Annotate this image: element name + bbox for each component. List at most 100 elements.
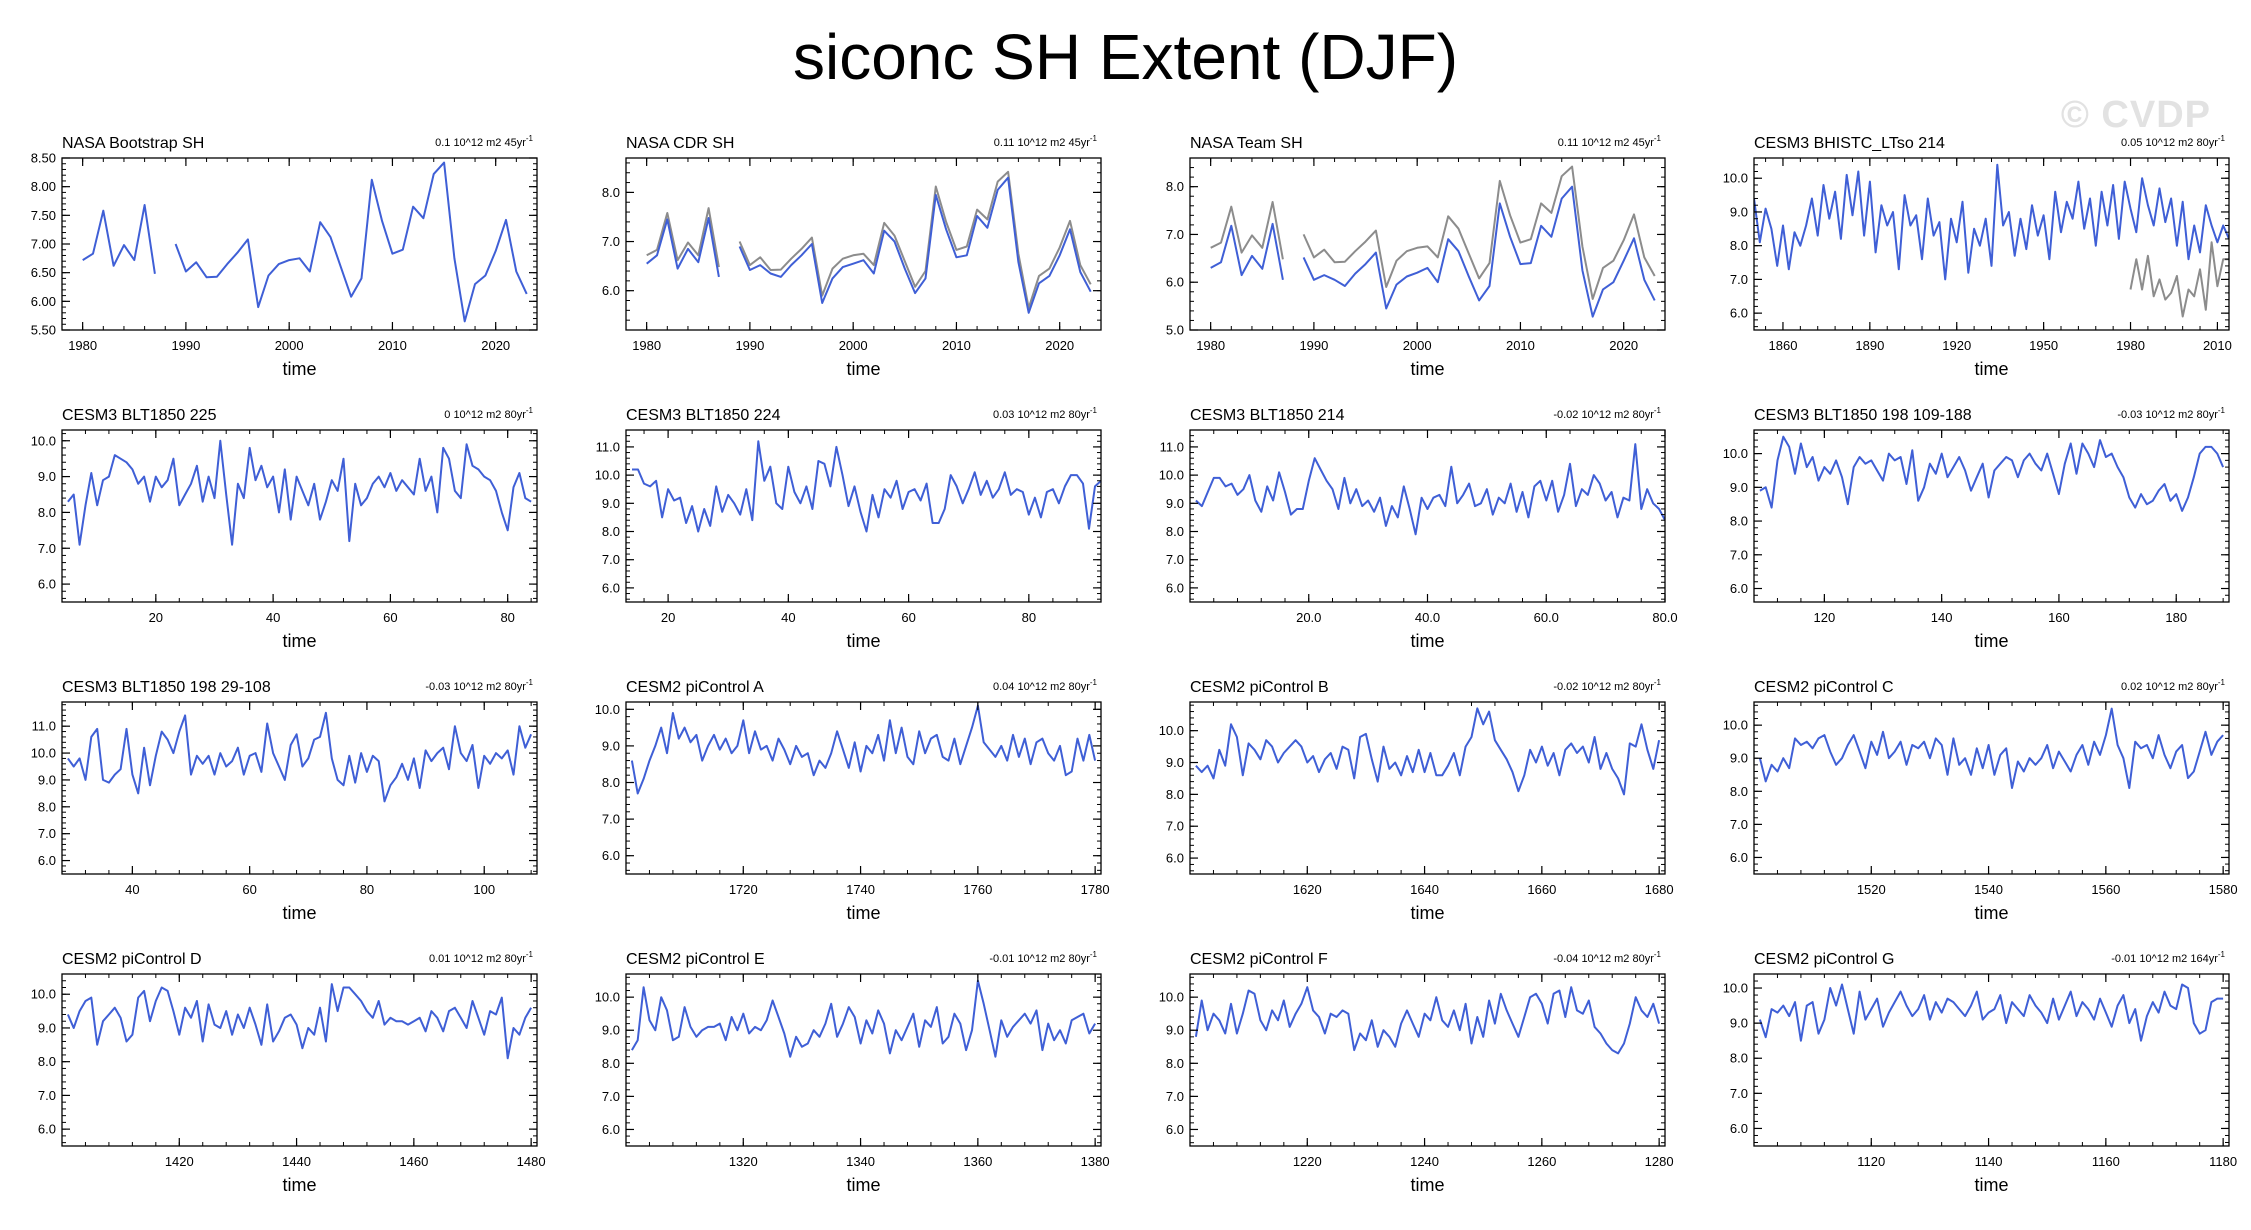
x-tick-label: 1890 bbox=[1855, 338, 1884, 353]
x-tick-label: 1120 bbox=[1857, 1154, 1885, 1169]
x-tick-label: 60.0 bbox=[1534, 610, 1559, 625]
series-group bbox=[82, 161, 528, 323]
y-tick-label: 9.0 bbox=[602, 496, 620, 511]
series-line bbox=[67, 711, 533, 803]
panel-title: CESM2 piControl C bbox=[1754, 679, 1894, 696]
trend-exponent: -1 bbox=[1090, 678, 1098, 687]
y-tick-label: 9.0 bbox=[38, 1020, 56, 1035]
x-tick-label: 1420 bbox=[165, 1154, 194, 1169]
x-tick-label: 1760 bbox=[963, 882, 992, 897]
x-tick-label: 160 bbox=[2048, 610, 2070, 625]
trend-label: -0.02 10^12 m2 80yr-1 bbox=[1553, 678, 1661, 693]
x-tick-label: 1980 bbox=[1196, 338, 1225, 353]
chart-panel: CESM2 piControl A 0.04 10^12 m2 80yr-1 172… bbox=[595, 678, 1110, 923]
y-tick-label: 10.0 bbox=[1723, 718, 1748, 733]
y-tick-label: 10.0 bbox=[31, 746, 56, 761]
y-tick-label: 8.0 bbox=[1730, 1051, 1748, 1066]
trend-exponent: -1 bbox=[1654, 678, 1662, 687]
series-group bbox=[67, 711, 533, 803]
series-line bbox=[1759, 435, 2225, 512]
series-group bbox=[1195, 707, 1661, 796]
series-line bbox=[82, 161, 528, 323]
y-tick-label: 10.0 bbox=[1159, 990, 1184, 1005]
series-line bbox=[1195, 443, 1665, 536]
x-tick-label: 1980 bbox=[68, 338, 97, 353]
x-tick-label: 1340 bbox=[846, 1154, 875, 1169]
y-tick-label: 7.0 bbox=[602, 234, 620, 249]
x-tick-label: 1660 bbox=[1527, 882, 1556, 897]
y-tick-label: 10.0 bbox=[1159, 723, 1184, 738]
y-tick-label: 7.0 bbox=[38, 1088, 56, 1103]
series-group bbox=[646, 170, 1092, 314]
y-tick-label: 7.50 bbox=[31, 208, 56, 223]
x-axis-label: time bbox=[282, 903, 316, 923]
x-tick-label: 1140 bbox=[1975, 1154, 2003, 1169]
x-axis-label: time bbox=[1974, 1175, 2008, 1195]
series-line bbox=[66, 983, 532, 1060]
trend-value: -0.04 10^12 m2 80yr bbox=[1553, 953, 1654, 965]
plot-frame bbox=[625, 429, 1102, 603]
trend-label: -0.01 10^12 m2 80yr-1 bbox=[989, 950, 1097, 965]
y-tick-label: 5.50 bbox=[31, 323, 56, 338]
x-tick-label: 2010 bbox=[942, 338, 971, 353]
y-tick-label: 6.0 bbox=[1730, 581, 1748, 596]
plot-frame bbox=[1189, 157, 1666, 331]
trend-value: -0.01 10^12 m2 164yr bbox=[2111, 953, 2218, 965]
x-tick-label: 1160 bbox=[2092, 1154, 2120, 1169]
y-tick-label: 11.0 bbox=[1160, 439, 1184, 454]
x-tick-label: 2000 bbox=[275, 338, 304, 353]
x-tick-label: 80 bbox=[500, 610, 514, 625]
x-tick-label: 1990 bbox=[1299, 338, 1328, 353]
panel-title: CESM3 BHISTC_LTso 214 bbox=[1754, 135, 1945, 152]
plot-frame bbox=[625, 973, 1102, 1147]
x-axis-label: time bbox=[1410, 631, 1444, 651]
x-tick-label: 1260 bbox=[1527, 1154, 1556, 1169]
y-tick-label: 8.0 bbox=[1166, 1056, 1184, 1071]
trend-value: -0.02 10^12 m2 80yr bbox=[1553, 681, 1654, 693]
series-group bbox=[1194, 986, 1661, 1055]
trend-value: 0.03 10^12 m2 80yr bbox=[993, 409, 1090, 421]
y-tick-label: 9.0 bbox=[1166, 755, 1184, 770]
x-tick-label: 2020 bbox=[1609, 338, 1638, 353]
x-tick-label: 60 bbox=[383, 610, 397, 625]
series-group bbox=[66, 983, 532, 1060]
y-tick-label: 6.0 bbox=[38, 577, 56, 592]
trend-label: 0.05 10^12 m2 80yr-1 bbox=[2121, 134, 2226, 149]
trend-label: 0.11 10^12 m2 45yr-1 bbox=[1558, 134, 1662, 149]
panel-title: CESM2 piControl B bbox=[1190, 679, 1329, 696]
trend-exponent: -1 bbox=[2218, 406, 2226, 415]
trend-value: -0.03 10^12 m2 80yr bbox=[425, 681, 526, 693]
series-line bbox=[1754, 163, 2229, 281]
panel-title: CESM3 BLT1850 225 bbox=[62, 407, 217, 424]
trend-label: 0.11 10^12 m2 45yr-1 bbox=[994, 134, 1098, 149]
chart-panel: CESM2 piControl D 0.01 10^12 m2 80yr-1 142… bbox=[31, 950, 546, 1195]
x-axis-label: time bbox=[846, 1175, 880, 1195]
x-axis-label: time bbox=[846, 631, 880, 651]
y-tick-label: 8.0 bbox=[1730, 238, 1748, 253]
series-line bbox=[67, 439, 532, 546]
x-tick-label: 60 bbox=[901, 610, 915, 625]
x-tick-label: 1780 bbox=[1081, 882, 1110, 897]
panel-title: NASA Team SH bbox=[1190, 135, 1303, 152]
page-title: siconc SH Extent (DJF) bbox=[792, 21, 1459, 93]
x-tick-label: 1680 bbox=[1645, 882, 1674, 897]
y-tick-label: 8.0 bbox=[1166, 524, 1184, 539]
trend-exponent: -1 bbox=[1654, 950, 1662, 959]
y-tick-label: 7.0 bbox=[1730, 272, 1748, 287]
panel-title: NASA CDR SH bbox=[626, 135, 734, 152]
y-tick-label: 10.0 bbox=[595, 468, 620, 483]
y-tick-label: 10.0 bbox=[1159, 468, 1184, 483]
trend-label: -0.03 10^12 m2 80yr-1 bbox=[425, 678, 533, 693]
series-line bbox=[646, 170, 1092, 309]
plot-frame bbox=[1753, 157, 2230, 331]
y-tick-label: 6.50 bbox=[31, 265, 56, 280]
chart-panel: CESM3 BLT1850 198 109-188 -0.03 10^12 m2 … bbox=[1723, 406, 2230, 651]
plot-frame bbox=[1753, 429, 2230, 603]
y-tick-label: 7.0 bbox=[602, 812, 620, 827]
x-tick-label: 2020 bbox=[481, 338, 510, 353]
trend-value: -0.02 10^12 m2 80yr bbox=[1553, 409, 1654, 421]
x-tick-label: 1180 bbox=[2209, 1154, 2237, 1169]
y-tick-label: 11.0 bbox=[32, 719, 56, 734]
y-tick-label: 10.0 bbox=[1723, 171, 1748, 186]
y-tick-label: 5.0 bbox=[1166, 323, 1184, 338]
